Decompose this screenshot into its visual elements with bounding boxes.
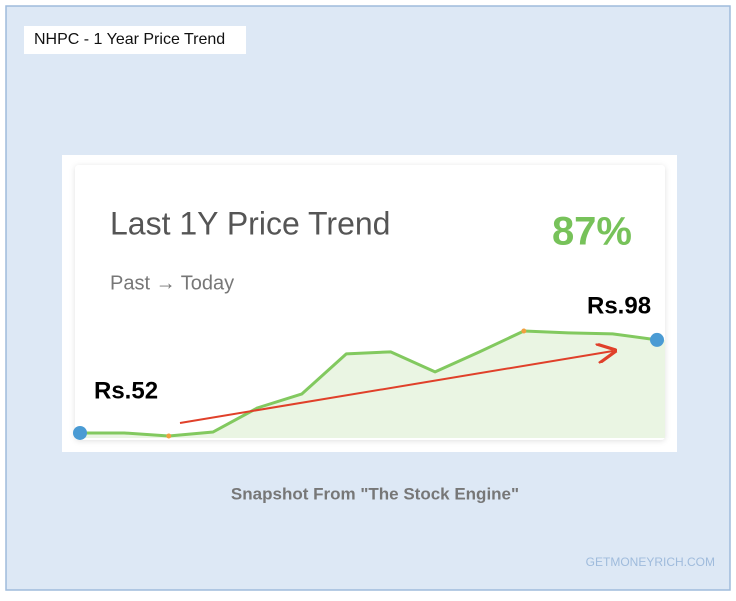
extreme-point xyxy=(521,328,527,334)
end-label: Rs.98 xyxy=(587,292,651,319)
end-point xyxy=(73,425,87,440)
trend-arrow xyxy=(179,351,613,424)
page-title: NHPC - 1 Year Price Trend xyxy=(34,31,225,48)
line xyxy=(80,329,658,438)
watermark: GETMONEYRICH.COM xyxy=(586,555,715,569)
extreme-point xyxy=(166,433,172,439)
caption: Snapshot From "The Stock Engine" xyxy=(231,484,519,503)
area xyxy=(80,331,665,438)
card-title: Last 1Y Price Trend xyxy=(110,205,390,241)
title-box xyxy=(24,26,246,54)
end-point xyxy=(650,332,664,347)
plot xyxy=(73,328,665,440)
change: 87% xyxy=(552,210,632,254)
start-label: Rs.52 xyxy=(94,377,158,404)
card-subtitle: Past → Today xyxy=(110,272,234,294)
